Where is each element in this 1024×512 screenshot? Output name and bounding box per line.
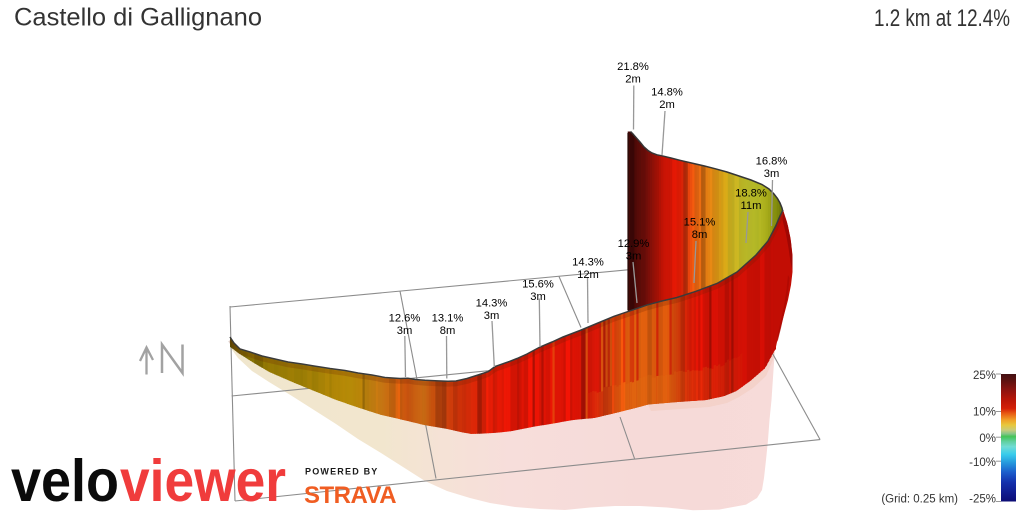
- svg-text:25%: 25%: [973, 370, 996, 382]
- svg-text:16.8%: 16.8%: [756, 156, 788, 168]
- svg-text:14.3%: 14.3%: [476, 298, 508, 310]
- svg-text:1.2 km at 12.4%: 1.2 km at 12.4%: [874, 5, 1010, 32]
- svg-text:3m: 3m: [484, 310, 500, 322]
- svg-text:18.8%: 18.8%: [735, 188, 767, 200]
- svg-text:3m: 3m: [397, 325, 413, 337]
- svg-text:14.3%: 14.3%: [572, 257, 604, 269]
- svg-text:15.1%: 15.1%: [684, 217, 716, 229]
- svg-text:STRAVA: STRAVA: [304, 482, 396, 509]
- svg-text:12.9%: 12.9%: [618, 238, 650, 250]
- svg-text:POWERED BY: POWERED BY: [305, 467, 379, 477]
- svg-text:12m: 12m: [577, 269, 599, 281]
- svg-text:11m: 11m: [741, 200, 762, 212]
- svg-text:21.8%: 21.8%: [617, 61, 649, 73]
- svg-text:15.6%: 15.6%: [522, 279, 554, 291]
- svg-text:velo: velo: [11, 448, 119, 512]
- svg-text:3m: 3m: [626, 251, 642, 263]
- svg-text:-25%: -25%: [969, 494, 996, 506]
- svg-text:viewer: viewer: [120, 448, 286, 512]
- svg-text:2m: 2m: [659, 99, 675, 111]
- svg-text:2m: 2m: [625, 74, 641, 86]
- svg-text:3m: 3m: [764, 168, 780, 180]
- svg-text:(Grid: 0.25 km): (Grid: 0.25 km): [881, 494, 958, 506]
- svg-text:12.6%: 12.6%: [389, 313, 421, 325]
- svg-text:-10%: -10%: [969, 457, 996, 469]
- svg-text:10%: 10%: [973, 407, 996, 419]
- svg-text:8m: 8m: [692, 229, 708, 241]
- svg-text:13.1%: 13.1%: [432, 313, 464, 325]
- svg-text:0%: 0%: [979, 433, 996, 445]
- svg-text:8m: 8m: [440, 325, 456, 337]
- svg-text:Castello di Gallignano: Castello di Gallignano: [14, 4, 262, 32]
- svg-text:3m: 3m: [530, 291, 546, 303]
- svg-text:14.8%: 14.8%: [651, 87, 683, 99]
